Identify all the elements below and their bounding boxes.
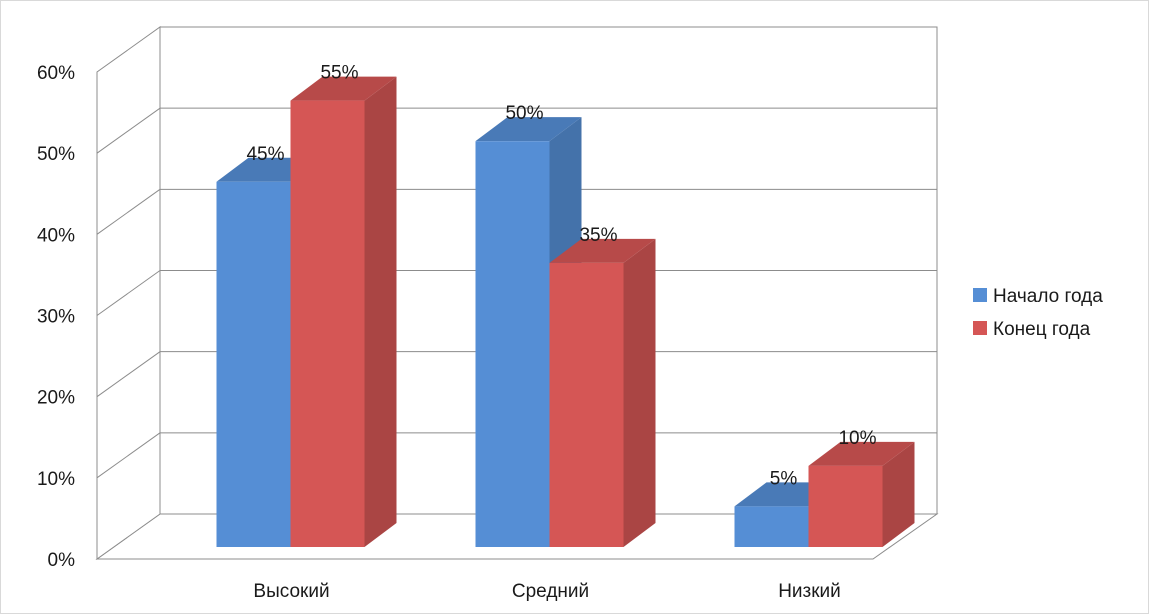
legend-label: Начало года	[993, 286, 1103, 307]
bar	[734, 506, 809, 547]
y-tick-label: 20%	[37, 388, 75, 409]
y-tick-label: 0%	[48, 550, 76, 571]
y-tick-label: 60%	[37, 63, 75, 84]
side-gridline	[96, 270, 161, 316]
data-label: 10%	[838, 428, 876, 449]
legend-swatch	[973, 288, 987, 302]
y-tick-label: 50%	[37, 144, 75, 165]
bar-side	[882, 441, 915, 547]
legend-swatch	[973, 321, 987, 335]
data-label: 55%	[320, 63, 358, 84]
side-gridline	[96, 188, 161, 235]
bar-top	[290, 76, 397, 101]
bar	[808, 465, 883, 547]
x-tick-label: Средний	[512, 581, 589, 602]
y-tick-label: 40%	[37, 225, 75, 246]
side-gridline	[96, 432, 161, 479]
side-gridline	[96, 351, 161, 398]
bar	[549, 262, 624, 547]
data-label: 35%	[579, 225, 617, 246]
bar-top	[549, 238, 656, 263]
bar-top	[475, 117, 582, 142]
data-label: 5%	[770, 468, 798, 489]
side-gridline	[96, 107, 161, 154]
data-label: 50%	[505, 103, 543, 124]
bar-top	[808, 441, 915, 466]
legend-label: Конец года	[993, 319, 1091, 340]
y-tick-label: 10%	[37, 469, 75, 490]
y-tick-label: 30%	[37, 307, 75, 328]
x-tick-label: Высокий	[253, 581, 329, 602]
bar	[290, 100, 365, 547]
bar	[475, 141, 550, 547]
bar-side	[623, 238, 656, 547]
bar	[216, 181, 291, 547]
x-tick-label: Низкий	[778, 581, 841, 602]
bar-side	[364, 76, 397, 547]
data-label: 45%	[246, 144, 284, 165]
